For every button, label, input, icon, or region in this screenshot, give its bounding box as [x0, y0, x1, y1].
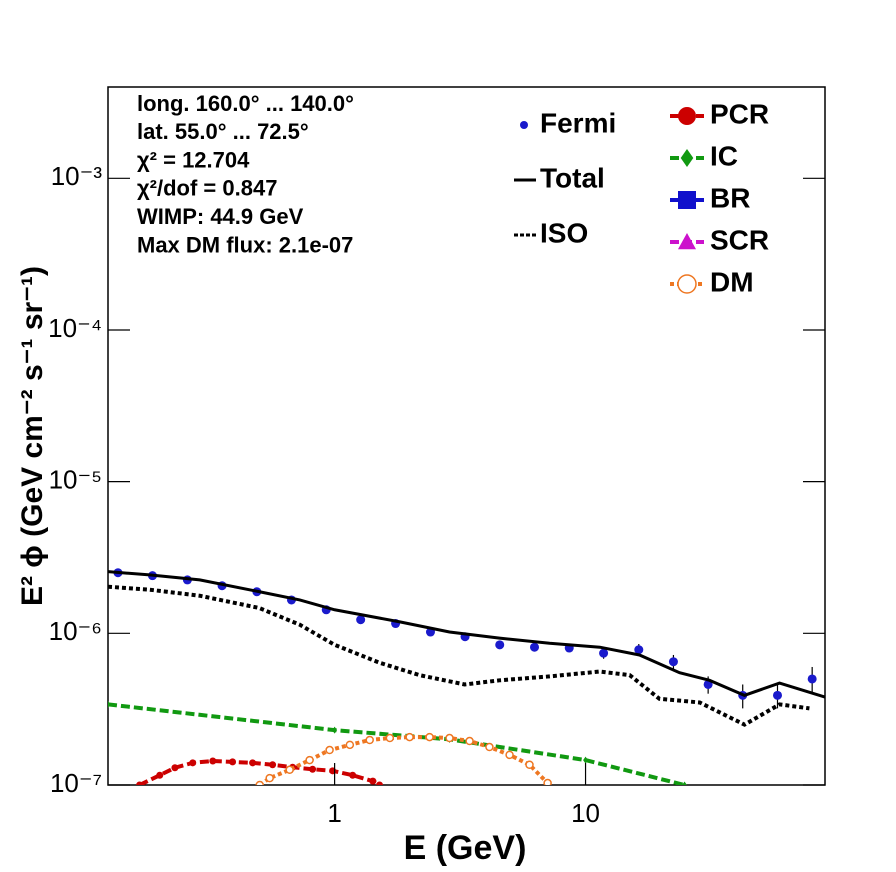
- marker: [325, 745, 334, 755]
- marker: [255, 780, 264, 785]
- y-tick-label: 10⁻³: [51, 161, 103, 191]
- marker: [265, 773, 274, 783]
- marker: [485, 742, 494, 752]
- series-line: [108, 570, 825, 699]
- marker: [678, 191, 696, 209]
- marker: [505, 750, 514, 760]
- marker: [156, 771, 164, 779]
- marker: [772, 690, 782, 700]
- legend-label: Fermi: [540, 107, 616, 138]
- marker: [369, 777, 377, 785]
- marker: [356, 615, 366, 625]
- marker: [365, 735, 374, 745]
- marker: [349, 771, 357, 779]
- marker: [305, 755, 314, 765]
- legend-label: BR: [710, 182, 750, 213]
- legend-label: ISO: [540, 217, 588, 248]
- x-axis-title: E (GeV): [404, 829, 527, 867]
- series-line: [108, 584, 810, 727]
- marker: [309, 765, 317, 773]
- marker: [682, 781, 687, 785]
- marker: [425, 732, 434, 742]
- annotation: χ²/dof = 0.847: [137, 176, 277, 201]
- x-tick-label: 10: [571, 798, 600, 828]
- marker: [520, 121, 528, 129]
- y-tick-label: 10⁻⁷: [50, 768, 102, 798]
- marker: [249, 759, 257, 767]
- annotation: WIMP: 44.9 GeV: [137, 204, 304, 229]
- annotation: lat. 55.0° ... 72.5°: [137, 119, 309, 144]
- y-tick-label: 10⁻⁶: [49, 616, 102, 646]
- marker: [530, 642, 540, 652]
- series-line: [258, 735, 550, 785]
- marker: [385, 733, 395, 743]
- x-tick-label: 1: [327, 798, 341, 828]
- marker: [543, 778, 552, 785]
- marker: [634, 645, 644, 655]
- marker: [807, 674, 817, 684]
- legend-label: DM: [710, 266, 754, 297]
- marker: [189, 759, 197, 767]
- marker: [680, 149, 694, 167]
- plot-area: [108, 568, 825, 785]
- marker: [332, 726, 338, 734]
- marker: [345, 740, 355, 750]
- legend-label: SCR: [710, 224, 769, 255]
- marker: [583, 756, 588, 764]
- marker: [229, 758, 237, 766]
- marker: [678, 107, 696, 125]
- marker: [668, 657, 678, 667]
- marker: [405, 732, 414, 742]
- annotation: Max DM flux: 2.1e-07: [137, 232, 353, 257]
- marker: [136, 781, 144, 785]
- y-axis-title: E² ϕ (GeV cm⁻² s⁻¹ sr⁻¹): [16, 266, 49, 606]
- plot-frame: [107, 86, 826, 786]
- legend-label: Total: [540, 162, 605, 193]
- marker: [376, 781, 384, 785]
- marker: [465, 736, 474, 746]
- marker: [599, 648, 609, 658]
- marker: [171, 764, 179, 772]
- marker: [269, 761, 277, 769]
- marker: [495, 640, 505, 650]
- marker: [108, 700, 111, 708]
- marker: [525, 760, 534, 769]
- annotation: long. 160.0° ... 140.0°: [137, 91, 354, 116]
- legend-label: IC: [710, 140, 738, 171]
- series-line: [108, 702, 686, 785]
- y-tick-label: 10⁻⁵: [49, 465, 102, 495]
- y-tick-label: 10⁻⁴: [48, 313, 102, 343]
- annotation: χ² = 12.704: [137, 147, 250, 172]
- marker: [285, 765, 294, 775]
- marker: [209, 757, 217, 765]
- legend-label: PCR: [710, 98, 769, 129]
- marker: [677, 274, 697, 294]
- marker: [445, 733, 454, 743]
- marker: [678, 233, 696, 250]
